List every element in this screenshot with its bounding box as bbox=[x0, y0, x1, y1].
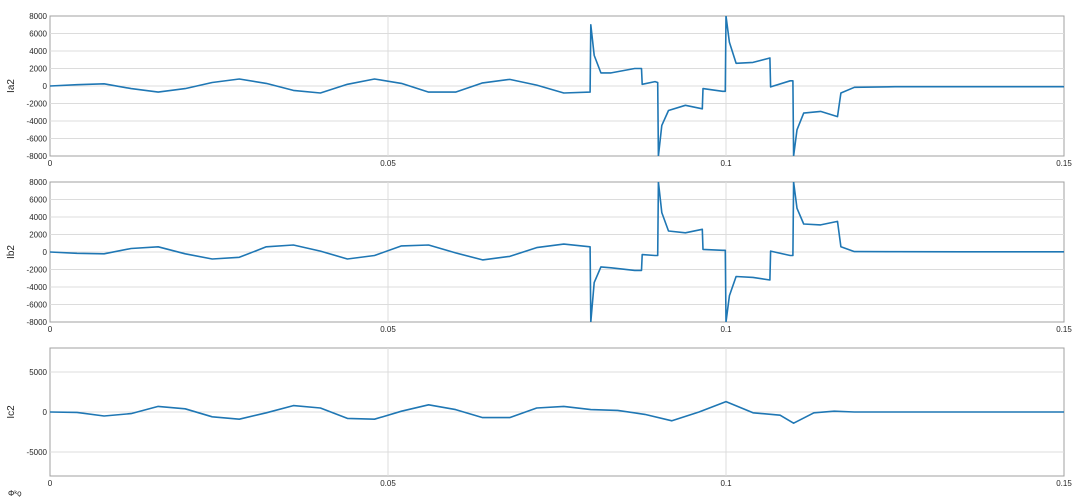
y-tick-label: -2000 bbox=[27, 100, 48, 109]
y-tick-label: 0 bbox=[43, 82, 48, 91]
y-tick-label: 6000 bbox=[29, 196, 47, 205]
series-line bbox=[50, 16, 1064, 156]
x-tick-label: 0.05 bbox=[380, 479, 396, 488]
x-tick-label: 0.15 bbox=[1056, 325, 1072, 334]
y-tick-label: 0 bbox=[43, 248, 48, 257]
subplot-ia2: 0 0.05 0.1 0.15 8000 6000 4000 2000 0 -2000 -4000 -… bbox=[6, 12, 1072, 168]
x-tick-label: 0.1 bbox=[720, 325, 732, 334]
y-axis-label: Ib2 bbox=[6, 245, 17, 259]
x-tick-label: 0.15 bbox=[1056, 159, 1072, 168]
x-tick-label: 0.15 bbox=[1056, 479, 1072, 488]
x-tick-label: 0.1 bbox=[720, 159, 732, 168]
x-tick-label: 0.1 bbox=[720, 479, 732, 488]
y-tick-label: -5000 bbox=[27, 448, 48, 457]
y-tick-label: 4000 bbox=[29, 213, 47, 222]
y-tick-label: 0 bbox=[43, 408, 48, 417]
y-axis-label: Ic2 bbox=[6, 405, 17, 419]
x-tick-label: 0 bbox=[48, 325, 53, 334]
y-tick-label: 2000 bbox=[29, 231, 47, 240]
series-line bbox=[50, 182, 1064, 322]
x-tick-label: 0 bbox=[48, 159, 53, 168]
y-tick-label: 2000 bbox=[29, 65, 47, 74]
y-tick-label: 8000 bbox=[29, 12, 47, 21]
y-tick-label: -2000 bbox=[27, 266, 48, 275]
y-tick-label: -6000 bbox=[27, 301, 48, 310]
y-tick-label: -4000 bbox=[27, 283, 48, 292]
x-tick-label: 0 bbox=[48, 479, 53, 488]
clipped-footer-text: Φᵏǫ bbox=[8, 489, 22, 497]
y-tick-label: 8000 bbox=[29, 178, 47, 187]
y-tick-label: -4000 bbox=[27, 117, 48, 126]
y-tick-label: 6000 bbox=[29, 30, 47, 39]
y-tick-label: -8000 bbox=[27, 318, 48, 327]
subplot-ic2: 0 0.05 0.1 0.15 5000 0 -5000 Ic2 bbox=[6, 347, 1072, 488]
y-tick-label: -6000 bbox=[27, 135, 48, 144]
y-tick-label: 4000 bbox=[29, 47, 47, 56]
y-tick-label: 5000 bbox=[29, 368, 47, 377]
x-tick-label: 0.05 bbox=[380, 159, 396, 168]
y-tick-label: -8000 bbox=[27, 152, 48, 161]
subplot-ib2: 0 0.05 0.1 0.15 8000 6000 4000 2000 0 -2000 -4000 -… bbox=[6, 178, 1072, 334]
y-axis-label: Ia2 bbox=[6, 79, 17, 93]
x-tick-label: 0.05 bbox=[380, 325, 396, 334]
series-line bbox=[50, 400, 1064, 425]
